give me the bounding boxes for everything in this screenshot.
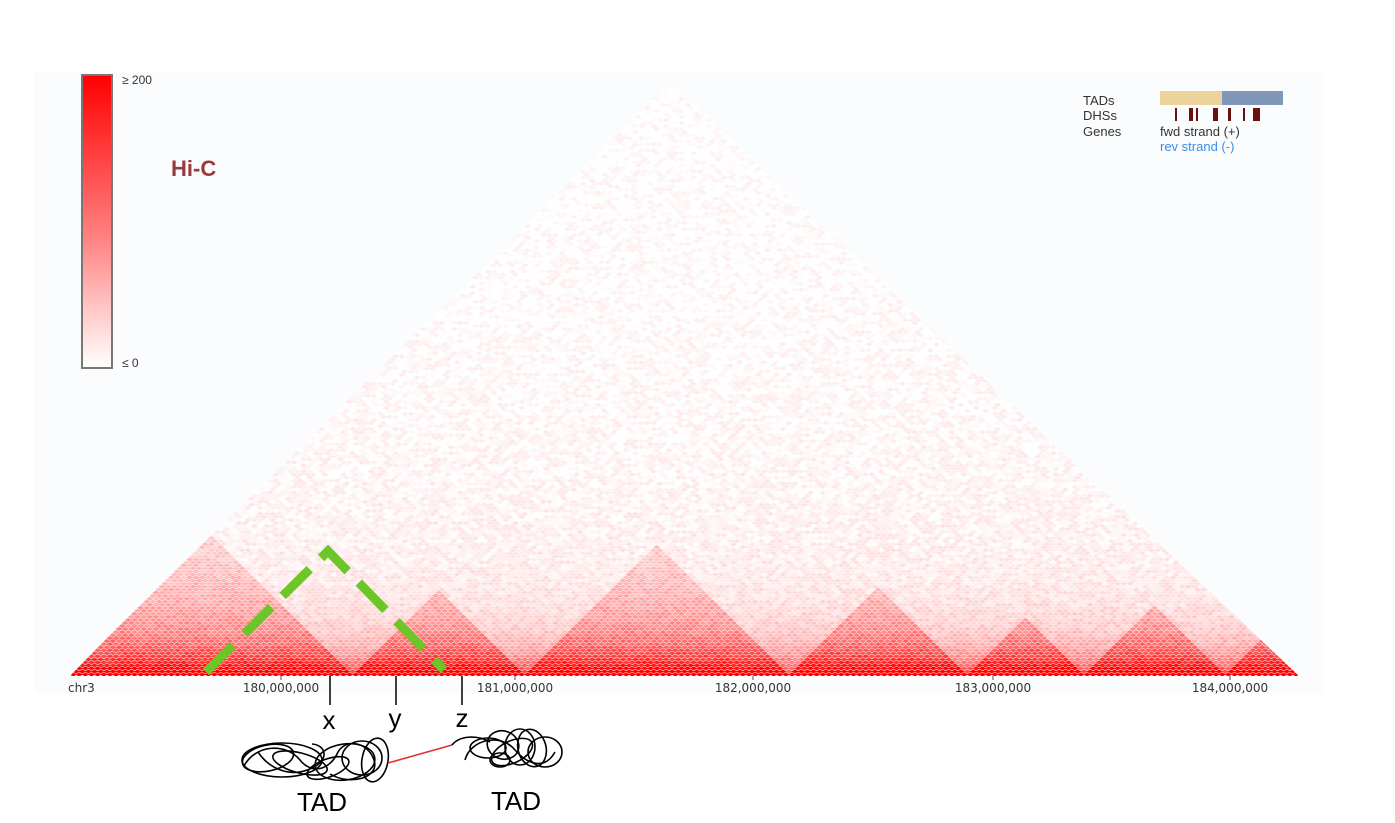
axis-tick-label: 184,000,000 [1192,681,1268,695]
axis-tick-label: 182,000,000 [715,681,791,695]
chrom-label: chr3 [68,681,95,695]
position-markers: x y z [323,676,469,735]
colorbar [81,74,113,369]
tad-label-right: TAD [491,786,541,816]
dhs-mark [1228,108,1231,121]
dhs-mark [1253,108,1260,121]
dhss-track-label: DHSs [1083,108,1117,123]
dhs-mark [1196,108,1198,121]
tad-legend-band-2 [1222,91,1283,105]
left-tad-coil [241,737,390,783]
marker-x-label: x [323,705,336,735]
rev-strand-label: rev strand (-) [1160,139,1234,154]
dhs-mark [1175,108,1177,121]
dhs-legend-marks [1175,108,1260,121]
dhs-mark [1213,108,1218,121]
axis-tick-label: 181,000,000 [477,681,553,695]
genes-track-label: Genes [1083,124,1122,139]
fwd-strand-label: fwd strand (+) [1160,124,1240,139]
marker-y-label: y [389,703,402,733]
tad-label-left: TAD [297,787,347,817]
tad-legend-band-1 [1160,91,1222,105]
dhs-mark [1243,108,1245,121]
axis-tick-label: 180,000,000 [243,681,319,695]
dhs-mark [1189,108,1193,121]
chromatin-cartoon [241,728,563,783]
genomic-axis: chr3 180,000,000 181,000,000 182,000,000… [68,676,1268,695]
tad-highlight-outline [202,544,448,676]
tether-line [387,744,453,764]
marker-z-label: z [456,703,469,733]
hic-title: Hi-C [171,156,216,181]
tads-track-label: TADs [1083,93,1115,108]
colorbar-max-label: ≥ 200 [122,73,152,87]
right-tad-coil [451,728,563,768]
colorbar-min-label: ≤ 0 [122,356,139,370]
hic-heatmap [70,70,1299,676]
axis-tick-label: 183,000,000 [955,681,1031,695]
